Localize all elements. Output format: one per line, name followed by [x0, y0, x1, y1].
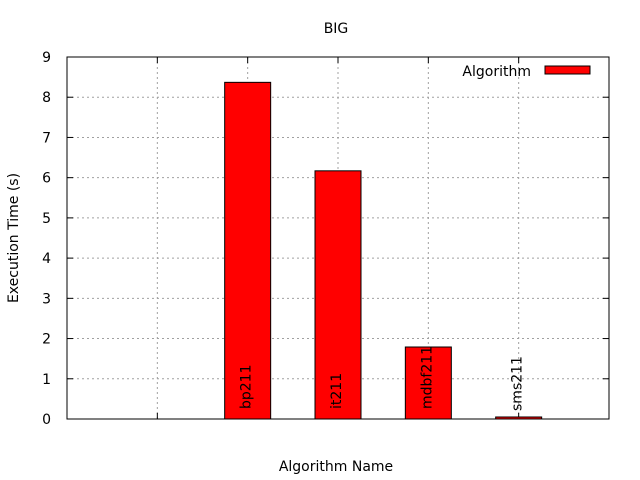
x-tick-label: it211 [329, 373, 345, 409]
bar-labels: bp211 it211 mdbf211 sms211 [239, 346, 526, 411]
bar-mdbf211 [404, 346, 452, 420]
chart-title: BIG [324, 21, 349, 37]
x-axis-label: Algorithm Name [279, 459, 393, 475]
legend-swatch [544, 65, 591, 75]
y-tick-label: 0 [42, 412, 51, 428]
x-tick-label: mdbf211 [419, 346, 435, 409]
legend: Algorithm [462, 64, 591, 80]
y-tick-label: 2 [42, 332, 51, 348]
y-tick-label: 7 [42, 130, 51, 146]
plot-frame [66, 56, 610, 420]
y-tick-label: 4 [42, 251, 51, 267]
y-tick-label: 3 [42, 291, 51, 307]
x-tick-label: bp211 [239, 365, 255, 410]
y-axis-label: Execution Time (s) [6, 173, 22, 303]
bars [224, 81, 543, 420]
bar-it211 [314, 170, 362, 420]
x-tick-label: sms211 [510, 356, 526, 411]
y-tick-label: 9 [42, 50, 51, 66]
y-tick-label: 6 [42, 171, 51, 187]
y-tick-label: 8 [42, 90, 51, 106]
legend-label: Algorithm [462, 64, 531, 80]
y-tick-label: 1 [42, 372, 51, 388]
y-tick-label: 5 [42, 211, 51, 227]
